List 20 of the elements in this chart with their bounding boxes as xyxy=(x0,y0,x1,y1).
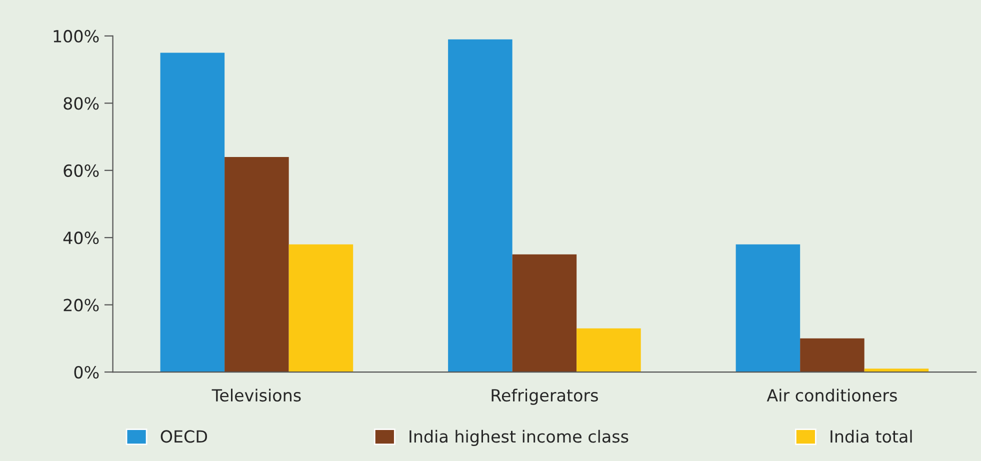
bar xyxy=(800,338,864,372)
bar xyxy=(224,156,289,372)
y-tick-label: 20% xyxy=(64,298,99,312)
bar xyxy=(576,328,641,372)
y-tick-label: 0% xyxy=(74,366,99,379)
bar xyxy=(512,254,577,372)
y-tick-label: 100% xyxy=(54,30,99,43)
legend-label: India highest income class xyxy=(410,430,628,446)
legend-label: OECD xyxy=(160,430,208,443)
bar xyxy=(288,244,354,372)
x-tick-label: Televisions xyxy=(212,388,301,402)
y-tick-label: 40% xyxy=(63,232,99,244)
legend-label: India total xyxy=(830,430,912,443)
y-tick-label: 60% xyxy=(64,164,99,177)
bar xyxy=(160,52,225,372)
x-tick-label: Refrigerators xyxy=(492,388,598,405)
bar xyxy=(736,244,800,372)
x-tick-label: Air conditioners xyxy=(766,388,897,402)
y-tick-label: 80% xyxy=(64,97,99,110)
bar xyxy=(448,39,512,372)
